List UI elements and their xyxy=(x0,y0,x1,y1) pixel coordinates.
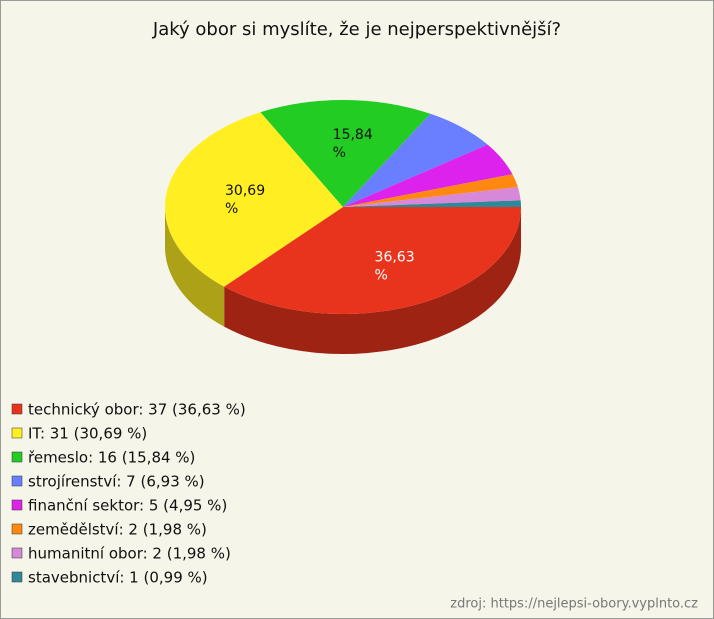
legend-swatch xyxy=(11,427,23,439)
legend-swatch xyxy=(11,547,23,559)
slice xyxy=(343,174,518,207)
slice xyxy=(343,200,521,207)
legend-label: IT: 31 (30,69 %) xyxy=(28,425,147,443)
value-label-line: % xyxy=(333,145,346,161)
legend-label: zemědělství: 2 (1,98 %) xyxy=(28,521,207,539)
value-label: 36,63% xyxy=(375,250,415,284)
value-label-line: % xyxy=(375,268,388,284)
legend-label: humanitní obor: 2 (1,98 %) xyxy=(28,545,231,563)
value-label-line: % xyxy=(225,201,238,217)
legend-label: stavebnictví: 1 (0,99 %) xyxy=(28,569,208,587)
slice xyxy=(343,187,521,207)
slice xyxy=(260,100,431,207)
legend-swatch xyxy=(11,523,23,535)
legend-swatch xyxy=(11,571,23,583)
legend-swatch xyxy=(11,403,23,415)
value-label-line: 15,84 xyxy=(333,127,373,143)
legend-label: řemeslo: 16 (15,84 %) xyxy=(28,449,195,467)
legend-swatch xyxy=(11,499,23,511)
chart-title: Jaký obor si myslíte, že je nejperspekti… xyxy=(152,19,561,40)
slice xyxy=(224,207,521,314)
value-label-line: 36,63 xyxy=(375,250,415,266)
legend-swatch xyxy=(11,451,23,463)
value-label: 30,69% xyxy=(225,183,265,217)
slice xyxy=(343,144,513,207)
legend-label: finanční sektor: 5 (4,95 %) xyxy=(28,497,227,515)
value-label: 15,84% xyxy=(333,127,373,161)
slice xyxy=(165,112,343,287)
value-label-line: 30,69 xyxy=(225,183,265,199)
source: zdroj: https://nejlepsi-obory.vyplnto.cz xyxy=(450,597,698,612)
legend-label: strojírenství: 7 (6,93 %) xyxy=(28,473,205,491)
slice-side xyxy=(165,207,225,327)
legend-swatch xyxy=(11,475,23,487)
legend-label: technický obor: 37 (36,63 %) xyxy=(28,401,246,419)
slice-side xyxy=(224,207,521,354)
slice xyxy=(343,113,488,207)
